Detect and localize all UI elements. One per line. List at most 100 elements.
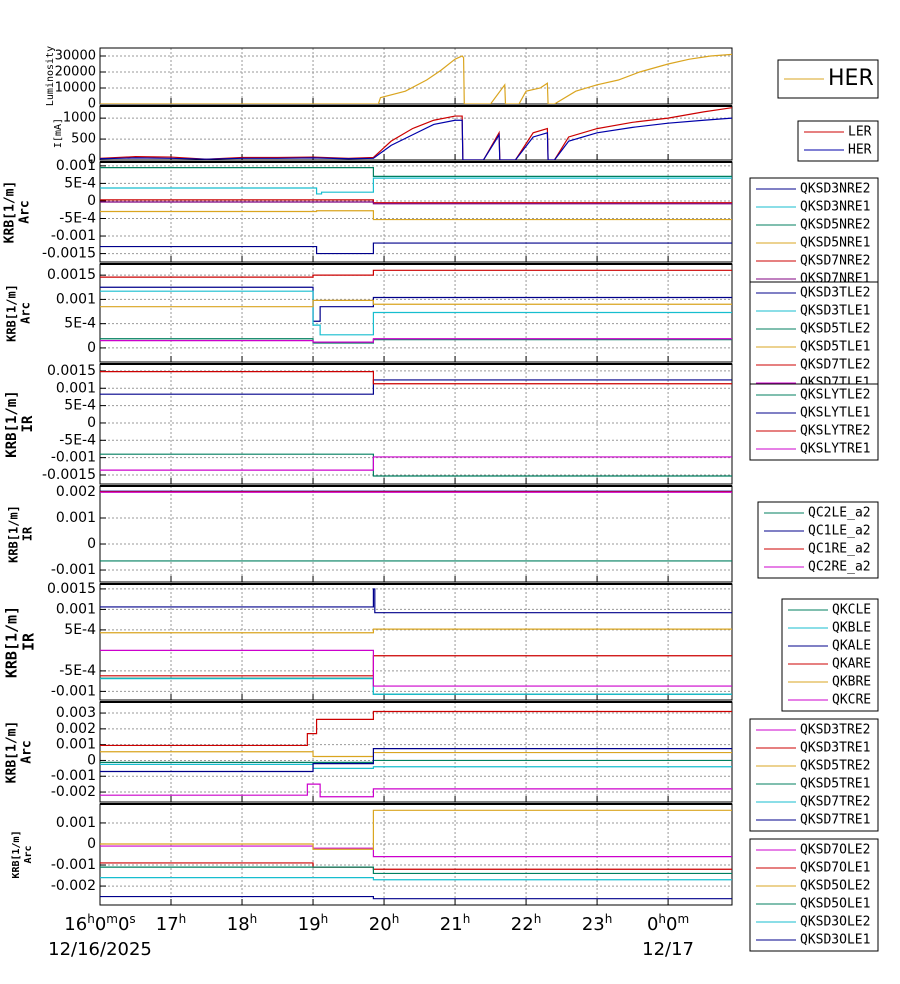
y-tick-label: 0.0015 [47, 581, 96, 597]
legend-box [749, 383, 879, 461]
series-line [100, 710, 732, 747]
y-tick-label: 0 [87, 415, 96, 431]
legend-box [757, 501, 879, 579]
legend-label: QKARE [832, 657, 871, 672]
panel-frame [99, 803, 733, 906]
y-tick-label: -0.0015 [42, 467, 96, 483]
series-line [100, 338, 732, 343]
legend-label: QKSD5TRE1 [800, 777, 870, 792]
legend: QKSD3TRE2 QKSD3TRE1 QKSD5TRE2 QKSD5TRE1 QKSD… [749, 718, 879, 832]
legend-label: QKSD5NRE1 [800, 236, 870, 251]
y-tick-label: -0.0015 [42, 246, 96, 262]
legend-box [797, 120, 879, 162]
y-tick-label: 0.0015 [47, 363, 96, 379]
series-line [100, 751, 732, 758]
series-line [100, 655, 732, 677]
y-tick-label: 5E-4 [64, 175, 96, 191]
y-axis-label: I[mA] [53, 118, 64, 148]
legend-label: QKSLYTRE1 [800, 442, 870, 457]
y-tick-label: 0.0015 [47, 267, 96, 283]
legend: HER [777, 59, 879, 99]
y-tick-label: 0.001 [56, 601, 96, 617]
series-line [100, 269, 732, 278]
legend-box [749, 177, 879, 291]
date-label: 12/17 [642, 939, 694, 960]
y-tick-label: -0.002 [51, 784, 96, 800]
legend: QKSD3NRE2 QKSD3NRE1 QKSD5NRE2 QKSD5NRE1 QKSD… [749, 177, 879, 291]
series-line [100, 862, 732, 870]
y-tick-label: 0.002 [56, 721, 96, 737]
legend-label: QKBRE [832, 675, 871, 690]
series-line [100, 628, 732, 634]
legend-label: QKSD3NRE1 [800, 200, 870, 215]
y-tick-label: 0.003 [56, 705, 96, 721]
series-line [100, 242, 732, 255]
legend-label: QKCRE [832, 693, 871, 708]
legend-label: QKSD3TLE2 [800, 286, 870, 301]
y-tick-label: 0 [87, 836, 96, 852]
y-tick-label: -0.001 [51, 562, 96, 578]
legend-label: QKSD7OLE2 [800, 843, 870, 858]
y-tick-label: 20000 [55, 65, 96, 80]
y-tick-label: 0 [87, 193, 96, 209]
y-axis-label: KRB[1/m] [4, 390, 20, 457]
legend-box [749, 838, 879, 952]
series-line [100, 456, 732, 471]
legend-box [749, 281, 879, 395]
y-tick-label: 0.001 [56, 510, 96, 526]
series-line [100, 199, 732, 204]
legend-label: HER [848, 143, 872, 158]
legend-label: QKCLE [832, 603, 871, 618]
series-line [100, 299, 732, 308]
y-tick-label: -0.001 [51, 450, 96, 466]
y-tick-label: -5E-4 [59, 663, 96, 679]
y-tick-label: 0.001 [56, 815, 96, 831]
legend: QKSD7OLE2 QKSD7OLE1 QKSD5OLE2 QKSD5OLE1 QKSD… [749, 838, 879, 952]
panel-frame [99, 363, 733, 485]
series-line [100, 53, 732, 104]
y-tick-label: -5E-4 [59, 432, 96, 448]
y-tick-label: -0.002 [51, 878, 96, 894]
panel-frame [99, 485, 733, 583]
series-line [100, 167, 732, 177]
legend-label: QKSD7TRE2 [800, 795, 870, 810]
legend-label: QKSD3NRE2 [800, 182, 870, 197]
legend-label: QC1RE_a2 [808, 542, 871, 557]
y-tick-label: 0.002 [56, 484, 96, 500]
legend-label: QKSD5NRE2 [800, 218, 870, 233]
series-line [100, 201, 732, 205]
y-axis-label: KRB[1/m] [3, 181, 18, 244]
y-tick-label: 0.001 [56, 291, 96, 307]
x-tick-label: 16h0m0s [64, 912, 135, 936]
x-tick-label: 20h [369, 912, 400, 936]
legend-label: QKSD5OLE1 [800, 897, 870, 912]
legend-label: QKSLYTLE1 [800, 406, 870, 421]
y-axis-label: Arc [20, 740, 35, 763]
legend-label: QKSD5OLE2 [800, 879, 870, 894]
legend-label: QKSD3TLE1 [800, 304, 870, 319]
y-axis-label: IR [20, 415, 36, 432]
series-line [100, 177, 732, 195]
y-tick-label: -0.001 [51, 857, 96, 873]
series-line [100, 748, 732, 773]
panel-frame [99, 583, 733, 701]
legend-label: QC2LE_a2 [808, 506, 871, 521]
x-tick-label: 23h [582, 912, 613, 936]
series-line [100, 210, 732, 221]
y-tick-label: -0.001 [51, 768, 96, 784]
y-tick-label: 10000 [55, 81, 96, 96]
y-axis-label: Luminosity [45, 46, 56, 106]
y-tick-label: 5E-4 [64, 398, 96, 414]
y-tick-label: 500 [71, 132, 96, 147]
legend-label: QC1LE_a2 [808, 524, 871, 539]
y-tick-label: 5E-4 [64, 622, 96, 638]
y-axis-label: KRB[1/m] [5, 284, 19, 342]
x-tick-label: 22h [511, 912, 542, 936]
legend-label: QKSLYTRE2 [800, 424, 870, 439]
y-tick-label: -5E-4 [59, 210, 96, 226]
y-tick-label: 0.001 [56, 737, 96, 753]
series-line [100, 371, 732, 385]
series-line [100, 809, 732, 850]
legend-label: QKSD7TLE2 [800, 358, 870, 373]
series-line [100, 866, 732, 875]
